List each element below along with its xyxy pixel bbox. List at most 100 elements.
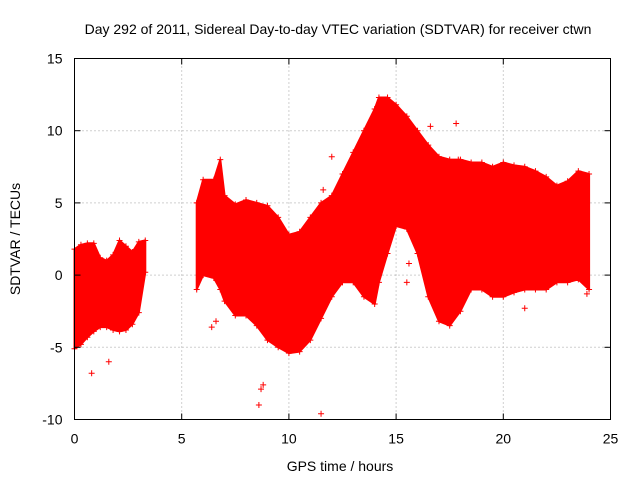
outlier-point (328, 153, 335, 160)
data-point (221, 192, 228, 199)
data-point (232, 312, 239, 319)
outlier-point (427, 123, 434, 130)
y-tick-label: -5 (50, 339, 63, 355)
outlier-point (583, 290, 590, 297)
data-point (135, 309, 142, 316)
data-point (77, 241, 84, 248)
data-point (521, 286, 528, 293)
data-point (193, 199, 200, 206)
outlier-point (260, 381, 267, 388)
data-point (264, 337, 271, 344)
outlier-markers (88, 120, 590, 417)
data-point (360, 127, 367, 134)
data-point (90, 328, 97, 335)
data-point (339, 171, 346, 178)
data-point (384, 94, 391, 101)
data-envelopes (71, 94, 593, 357)
outlier-point (208, 324, 215, 331)
axis-ticks: 0 5 10 15 20 25 -10 -5 0 5 10 15 (42, 51, 618, 447)
data-point (489, 293, 496, 300)
data-point (142, 269, 149, 276)
data-point (350, 149, 357, 156)
data-point (103, 257, 110, 264)
data-point (97, 324, 104, 331)
data-point (425, 293, 432, 300)
data-point (285, 231, 292, 238)
data-point (564, 279, 571, 286)
data-point (110, 251, 117, 258)
data-point (116, 237, 123, 244)
outlier-point (410, 228, 417, 235)
data-point (232, 201, 239, 208)
data-point (375, 94, 382, 101)
data-point (446, 156, 453, 163)
data-point (200, 176, 207, 183)
data-point (275, 214, 282, 221)
data-point (264, 202, 271, 209)
data-point (553, 182, 560, 189)
outlier-point (320, 186, 327, 193)
data-point (375, 279, 382, 286)
data-point (457, 308, 464, 315)
data-point (393, 223, 400, 230)
data-point (468, 159, 475, 166)
data-point (414, 127, 421, 134)
outlier-point (403, 279, 410, 286)
data-point (543, 286, 550, 293)
data-point (97, 254, 104, 261)
data-point (532, 286, 539, 293)
data-point (511, 289, 518, 296)
data-point (425, 142, 432, 149)
data-point (116, 328, 123, 335)
data-point (532, 168, 539, 175)
data-point (129, 248, 136, 255)
data-point (489, 163, 496, 170)
data-point (328, 192, 335, 199)
data-point (77, 341, 84, 348)
data-point (371, 106, 378, 113)
data-point (339, 279, 346, 286)
data-point (217, 156, 224, 163)
outlier-point (455, 156, 462, 163)
data-point (135, 238, 142, 245)
y-axis-label: SDTVAR / TECUs (7, 183, 23, 295)
y-tick-label: -10 (42, 412, 62, 428)
data-point (543, 173, 550, 180)
data-point (328, 293, 335, 300)
data-point (446, 322, 453, 329)
data-point (318, 315, 325, 322)
data-point (403, 225, 410, 232)
outlier-point (255, 402, 262, 409)
data-point (521, 163, 528, 170)
data-point (103, 324, 110, 331)
data-point (217, 286, 224, 293)
data-point (307, 214, 314, 221)
outlier-point (405, 260, 412, 267)
plot-frame (74, 58, 611, 420)
outlier-point (213, 318, 220, 325)
data-point (200, 272, 207, 279)
data-point (275, 344, 282, 351)
data-point (243, 312, 250, 319)
data-point (318, 199, 325, 206)
data-point (296, 348, 303, 355)
data-point (90, 240, 97, 247)
outlier-point (453, 120, 460, 127)
data-point (371, 300, 378, 307)
outlier-point (318, 410, 325, 417)
data-point (122, 326, 129, 333)
data-point (253, 199, 260, 206)
data-point (435, 153, 442, 160)
x-tick-label: 20 (496, 431, 512, 447)
data-point (500, 293, 507, 300)
data-point (253, 322, 260, 329)
data-point (511, 162, 518, 169)
data-envelope (73, 239, 147, 350)
data-point (307, 337, 314, 344)
data-point (243, 197, 250, 204)
data-point (360, 293, 367, 300)
data-point (393, 101, 400, 108)
x-tick-label: 5 (178, 431, 186, 447)
x-tick-label: 15 (388, 431, 404, 447)
